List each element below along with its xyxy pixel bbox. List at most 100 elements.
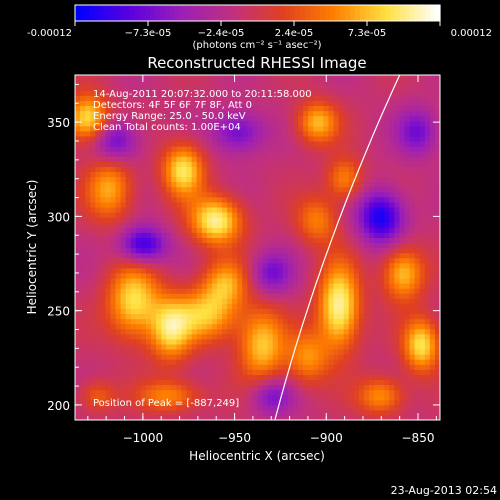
heatmap-cell xyxy=(399,399,406,406)
heatmap-cell xyxy=(343,323,350,330)
heatmap-cell xyxy=(110,100,117,107)
heatmap-cell xyxy=(176,176,183,183)
heatmap-cell xyxy=(216,293,223,299)
heatmap-cell xyxy=(156,313,162,320)
heatmap-cell xyxy=(80,206,86,213)
heatmap-cell xyxy=(303,293,309,299)
heatmap-cell xyxy=(379,227,385,233)
heatmap-cell xyxy=(379,343,385,350)
heatmap-cell xyxy=(201,222,208,228)
heatmap-cell xyxy=(429,409,436,416)
heatmap-cell xyxy=(404,161,411,167)
heatmap-cell xyxy=(130,369,137,375)
heatmap-cell xyxy=(404,191,411,198)
heatmap-cell xyxy=(135,323,142,330)
heatmap-cell xyxy=(287,272,294,279)
heatmap-cell xyxy=(409,120,416,127)
heatmap-cell xyxy=(120,313,127,320)
heatmap-cell xyxy=(166,379,172,386)
heatmap-cell xyxy=(140,313,147,320)
heatmap-cell xyxy=(434,252,440,259)
heatmap-cell xyxy=(191,140,198,147)
heatmap-cell xyxy=(303,364,309,370)
heatmap-cell xyxy=(308,100,314,107)
heatmap-cell xyxy=(338,105,345,112)
heatmap-cell xyxy=(379,379,385,386)
heatmap-cell xyxy=(348,206,355,213)
heatmap-cell xyxy=(399,414,406,420)
heatmap-cell xyxy=(374,313,380,320)
heatmap-cell xyxy=(318,105,325,112)
heatmap-cell xyxy=(318,161,325,167)
heatmap-cell xyxy=(414,303,421,309)
heatmap-cell xyxy=(171,318,177,325)
heatmap-cell xyxy=(105,359,112,365)
heatmap-cell xyxy=(166,384,172,391)
heatmap-cell xyxy=(358,384,365,391)
heatmap-cell xyxy=(374,85,380,91)
heatmap-cell xyxy=(389,105,395,112)
heatmap-cell xyxy=(328,333,335,340)
heatmap-cell xyxy=(252,288,259,294)
heatmap-cell xyxy=(216,161,223,167)
heatmap-cell xyxy=(257,257,264,264)
heatmap-cell xyxy=(176,222,183,228)
heatmap-cell xyxy=(145,293,152,299)
heatmap-cell xyxy=(434,272,440,279)
heatmap-cell xyxy=(374,404,380,411)
heatmap-cell xyxy=(161,232,167,238)
heatmap-cell xyxy=(267,196,274,203)
heatmap-cell xyxy=(429,348,436,355)
heatmap-cell xyxy=(328,171,335,178)
heatmap-cell xyxy=(292,211,299,218)
heatmap-cell xyxy=(211,359,218,365)
heatmap-cell xyxy=(206,115,213,122)
heatmap-cell xyxy=(125,277,132,284)
heatmap-cell xyxy=(135,135,142,142)
heatmap-cell xyxy=(353,166,360,172)
heatmap-cell xyxy=(338,354,345,360)
heatmap-cell xyxy=(328,130,335,137)
heatmap-cell xyxy=(151,318,157,325)
heatmap-cell xyxy=(95,333,101,340)
heatmap-cell xyxy=(358,140,365,147)
heatmap-cell xyxy=(181,222,188,228)
heatmap-cell xyxy=(394,277,401,284)
heatmap-cell xyxy=(409,186,416,193)
heatmap-cell xyxy=(262,272,269,279)
heatmap-cell xyxy=(201,318,208,325)
heatmap-cell xyxy=(140,364,147,370)
heatmap-cell xyxy=(399,110,406,117)
heatmap-cell xyxy=(363,105,370,112)
heatmap-cell xyxy=(161,303,167,309)
heatmap-cell xyxy=(338,217,345,223)
heatmap-cell xyxy=(434,125,440,132)
heatmap-cell xyxy=(287,227,294,233)
heatmap-cell xyxy=(419,283,426,289)
heatmap-cell xyxy=(110,364,117,370)
heatmap-cell xyxy=(100,364,107,370)
heatmap-cell xyxy=(424,257,431,264)
heatmap-cell xyxy=(308,293,314,299)
heatmap-cell xyxy=(130,156,137,162)
heatmap-cell xyxy=(176,85,183,91)
heatmap-cell xyxy=(100,277,107,284)
heatmap-cell xyxy=(242,242,248,249)
heatmap-cell xyxy=(191,227,198,233)
heatmap-cell xyxy=(363,95,370,101)
heatmap-cell xyxy=(90,323,96,330)
heatmap-cell xyxy=(105,100,112,107)
heatmap-cell xyxy=(145,283,152,289)
heatmap-cell xyxy=(186,242,193,249)
heatmap-cell xyxy=(257,404,264,411)
heatmap-cell xyxy=(201,262,208,269)
heatmap-cell xyxy=(277,384,284,391)
heatmap-cell xyxy=(414,105,421,112)
heatmap-cell xyxy=(419,333,426,340)
heatmap-cell xyxy=(105,247,112,254)
heatmap-cell xyxy=(120,277,127,284)
heatmap-cell xyxy=(277,283,284,289)
heatmap-cell xyxy=(424,90,431,96)
heatmap-cell xyxy=(181,191,188,198)
heatmap-cell xyxy=(363,272,370,279)
